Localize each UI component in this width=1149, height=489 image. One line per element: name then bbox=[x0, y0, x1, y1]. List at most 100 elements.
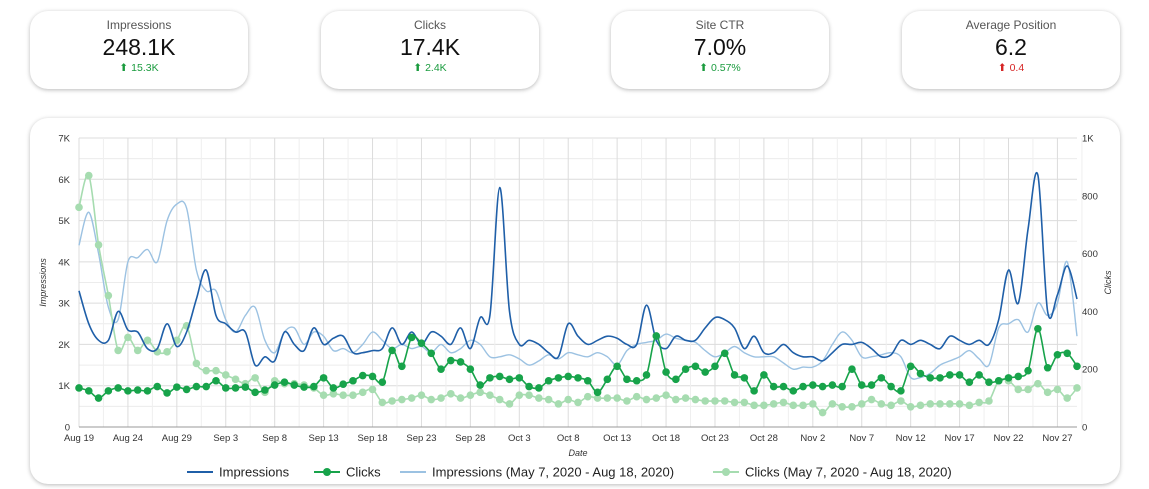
data-point[interactable] bbox=[339, 380, 347, 389]
data-point[interactable] bbox=[760, 401, 768, 410]
data-point[interactable] bbox=[104, 291, 113, 300]
data-point[interactable] bbox=[711, 397, 719, 405]
data-point[interactable] bbox=[799, 382, 807, 391]
data-point[interactable] bbox=[867, 381, 876, 389]
data-point[interactable] bbox=[388, 397, 396, 405]
data-point[interactable] bbox=[828, 400, 837, 408]
data-point[interactable] bbox=[701, 397, 709, 405]
data-point[interactable] bbox=[936, 400, 944, 408]
data-point[interactable] bbox=[672, 395, 680, 404]
data-point[interactable] bbox=[809, 400, 817, 408]
data-point[interactable] bbox=[94, 241, 103, 249]
data-point[interactable] bbox=[515, 374, 524, 382]
data-point[interactable] bbox=[339, 391, 347, 400]
data-point[interactable] bbox=[94, 394, 103, 402]
data-point[interactable] bbox=[437, 394, 445, 402]
data-point[interactable] bbox=[662, 368, 670, 376]
data-point[interactable] bbox=[192, 359, 201, 368]
data-point[interactable] bbox=[231, 375, 240, 384]
data-point[interactable] bbox=[544, 376, 553, 385]
data-point[interactable] bbox=[163, 389, 171, 397]
data-point[interactable] bbox=[887, 382, 895, 391]
kpi-card-average-position[interactable]: Average Position 6.2 ⬆ 0.4 bbox=[902, 11, 1120, 89]
data-point[interactable] bbox=[623, 397, 631, 405]
data-point[interactable] bbox=[916, 369, 925, 378]
data-point[interactable] bbox=[1053, 350, 1062, 359]
performance-line-chart[interactable]: 0 1K 2K 3K 4K 5K 6K 7K 0 200 400 600 800 1K Aug 19 Aug … bbox=[30, 118, 1120, 484]
data-point[interactable] bbox=[544, 395, 553, 404]
data-point[interactable] bbox=[133, 386, 142, 394]
data-point[interactable] bbox=[270, 381, 279, 389]
data-point[interactable] bbox=[877, 400, 886, 408]
data-point[interactable] bbox=[447, 389, 455, 398]
data-point[interactable] bbox=[632, 392, 641, 401]
data-point[interactable] bbox=[466, 365, 475, 373]
data-point[interactable] bbox=[476, 381, 484, 389]
data-point[interactable] bbox=[564, 372, 573, 381]
data-point[interactable] bbox=[212, 366, 220, 375]
data-point[interactable] bbox=[857, 400, 866, 408]
data-point[interactable] bbox=[456, 394, 465, 402]
data-point[interactable] bbox=[466, 391, 475, 400]
data-point[interactable] bbox=[906, 402, 915, 411]
data-point[interactable] bbox=[1024, 366, 1032, 375]
data-point[interactable] bbox=[398, 362, 406, 371]
data-point[interactable] bbox=[368, 372, 377, 381]
data-point[interactable] bbox=[554, 374, 563, 382]
data-point[interactable] bbox=[495, 395, 504, 404]
data-point[interactable] bbox=[476, 388, 484, 397]
data-point[interactable] bbox=[965, 378, 974, 387]
data-point[interactable] bbox=[848, 365, 856, 373]
data-point[interactable] bbox=[857, 381, 866, 389]
data-point[interactable] bbox=[84, 171, 93, 180]
data-point[interactable] bbox=[1073, 362, 1081, 371]
data-point[interactable] bbox=[691, 395, 700, 404]
legend-item-clicks-prev[interactable]: Clicks (May 7, 2020 - Aug 18, 2020) bbox=[713, 465, 952, 480]
kpi-card-clicks[interactable]: Clicks 17.4K ⬆ 2.4K bbox=[321, 11, 539, 89]
data-point[interactable] bbox=[897, 397, 905, 405]
data-point[interactable] bbox=[368, 385, 377, 394]
data-point[interactable] bbox=[1004, 374, 1013, 382]
data-point[interactable] bbox=[848, 402, 856, 411]
data-point[interactable] bbox=[163, 348, 171, 356]
data-point[interactable] bbox=[965, 401, 974, 410]
data-point[interactable] bbox=[867, 395, 876, 404]
data-point[interactable] bbox=[505, 375, 514, 384]
data-point[interactable] bbox=[398, 395, 406, 404]
data-point[interactable] bbox=[672, 375, 680, 384]
data-point[interactable] bbox=[407, 394, 416, 402]
data-point[interactable] bbox=[447, 356, 455, 365]
data-point[interactable] bbox=[828, 381, 837, 389]
data-point[interactable] bbox=[202, 366, 210, 375]
data-point[interactable] bbox=[407, 333, 416, 342]
data-point[interactable] bbox=[202, 382, 210, 391]
data-point[interactable] bbox=[251, 388, 259, 397]
data-point[interactable] bbox=[486, 374, 494, 382]
data-point[interactable] bbox=[104, 387, 113, 395]
data-point[interactable] bbox=[261, 386, 269, 394]
data-point[interactable] bbox=[124, 333, 132, 342]
data-point[interactable] bbox=[975, 371, 983, 379]
data-point[interactable] bbox=[711, 362, 719, 371]
data-point[interactable] bbox=[221, 384, 230, 392]
data-point[interactable] bbox=[985, 397, 993, 405]
data-point[interactable] bbox=[329, 384, 338, 392]
data-point[interactable] bbox=[241, 383, 250, 391]
data-point[interactable] bbox=[632, 376, 641, 385]
data-point[interactable] bbox=[388, 346, 396, 355]
data-point[interactable] bbox=[358, 371, 367, 380]
data-point[interactable] bbox=[574, 374, 582, 382]
data-point[interactable] bbox=[1034, 379, 1042, 388]
data-point[interactable] bbox=[985, 378, 993, 387]
data-point[interactable] bbox=[613, 394, 621, 402]
data-point[interactable] bbox=[300, 383, 308, 391]
data-point[interactable] bbox=[652, 332, 661, 340]
kpi-card-impressions[interactable]: Impressions 248.1K ⬆ 15.3K bbox=[30, 11, 248, 89]
data-point[interactable] bbox=[946, 400, 954, 408]
data-point[interactable] bbox=[760, 371, 768, 379]
data-point[interactable] bbox=[642, 395, 651, 404]
data-point[interactable] bbox=[525, 382, 533, 391]
data-point[interactable] bbox=[818, 408, 827, 417]
data-point[interactable] bbox=[1024, 385, 1032, 394]
data-point[interactable] bbox=[221, 371, 230, 379]
